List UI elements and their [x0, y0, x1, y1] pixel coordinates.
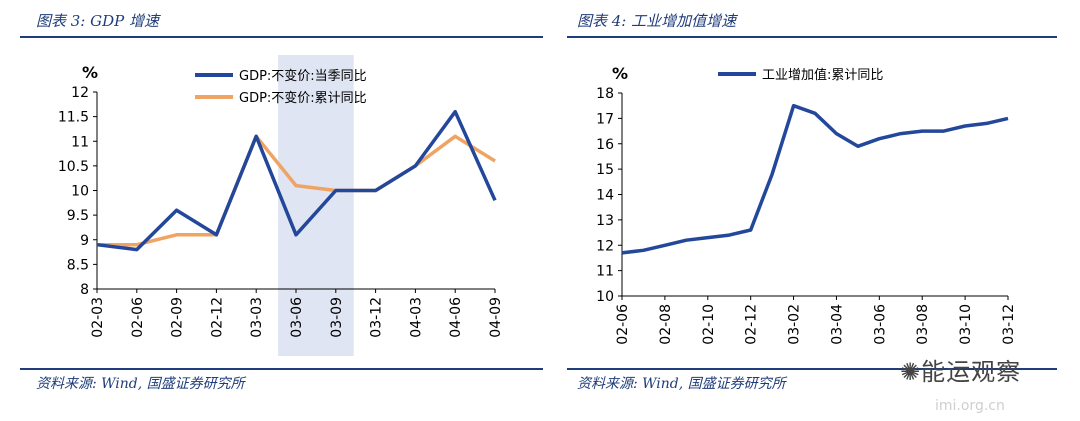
y-tick-label: 16 — [596, 137, 614, 153]
gdp-chart: 8 8.5 9 9.5 10 10.5 11 11.5 12% 02-03 02-06 02-09 02… — [58, 55, 504, 356]
y-tick-label: 12 — [71, 85, 89, 101]
x-tick-label: 04-03 — [408, 297, 424, 338]
x-tick-label: 04-09 — [488, 297, 504, 338]
title-rule — [20, 36, 543, 38]
x-tick-label: 03-12 — [1001, 304, 1017, 345]
legend-label: GDP:不变价:累计同比 — [239, 90, 367, 106]
y-tick-label: 18 — [596, 86, 614, 102]
x-tick-label: 02-12 — [744, 304, 760, 345]
x-tick-label: 03-02 — [787, 304, 803, 345]
y-tick-label: 11.5 — [58, 110, 89, 126]
source-note: 资料来源: Wind, 国盛证券研究所 — [577, 376, 786, 392]
y-tick-label: 10 — [71, 184, 89, 200]
title-rule — [567, 36, 1057, 38]
y-tick-label: 12 — [596, 238, 614, 254]
y-tick-label: 8.5 — [67, 257, 89, 273]
industrial-chart: 10 11 12 13 14 15 16 17 18% 02-06 02-08 02-10 02-12 0… — [596, 64, 1017, 345]
series-line — [621, 103, 1009, 255]
y-tick-label: 9.5 — [67, 208, 89, 224]
panel-gdp: 图表 3: GDP 增速 8 8.5 9 9.5 10 10.5 11 11.5 12% 02-0… — [20, 12, 543, 392]
x-tick-label: 02-08 — [658, 304, 674, 345]
y-tick-label: 15 — [596, 162, 614, 178]
x-tick-label: 02-03 — [90, 297, 106, 338]
x-tick-label: 02-06 — [130, 297, 146, 338]
unit-label: % — [612, 64, 628, 83]
series-line — [97, 134, 496, 247]
unit-label: % — [82, 63, 98, 82]
y-tick-label: 11 — [71, 134, 89, 150]
x-tick-label: 03-10 — [958, 304, 974, 345]
y-tick-label: 10.5 — [58, 159, 89, 175]
x-tick-label: 03-06 — [289, 297, 305, 338]
x-tick-label: 03-09 — [329, 297, 345, 338]
y-tick-label: 14 — [596, 188, 614, 204]
y-tick-label: 8 — [80, 282, 89, 298]
x-tick-label: 03-08 — [915, 304, 931, 345]
y-tick-label: 13 — [596, 213, 614, 229]
x-tick-label: 04-06 — [448, 297, 464, 338]
watermark-url: imi.org.cn — [935, 398, 1005, 414]
source-note: 资料来源: Wind, 国盛证券研究所 — [36, 376, 245, 392]
source-rule — [20, 368, 543, 370]
x-tick-label: 02-10 — [701, 304, 717, 345]
legend-label: GDP:不变价:当季同比 — [239, 68, 367, 84]
x-tick-label: 02-12 — [209, 297, 225, 338]
x-tick-label: 03-03 — [249, 297, 265, 338]
x-tick-label: 03-12 — [369, 297, 385, 338]
shaded-region — [278, 55, 354, 356]
x-tick-label: 03-06 — [872, 304, 888, 345]
panel-industrial: 图表 4: 工业增加值增速 10 11 12 13 14 15 16 17 18% 02-06 02… — [545, 0, 1080, 421]
y-tick-label: 9 — [80, 233, 89, 249]
x-tick-label: 02-06 — [615, 304, 631, 345]
series-line — [96, 109, 497, 252]
y-tick-label: 11 — [596, 264, 614, 280]
y-tick-label: 17 — [596, 111, 614, 127]
y-tick-label: 10 — [596, 289, 614, 305]
figure-title: 图表 4: 工业增加值增速 — [577, 12, 737, 30]
figure-title: 图表 3: GDP 增速 — [36, 12, 160, 30]
x-tick-label: 03-04 — [829, 304, 845, 345]
watermark-logo: ✺能运观察 — [900, 358, 1022, 386]
x-tick-label: 02-09 — [170, 297, 186, 338]
legend-label: 工业增加值:累计同比 — [762, 67, 883, 83]
source-rule — [567, 368, 1057, 370]
watermark-name: 能运观察 — [921, 358, 1022, 386]
